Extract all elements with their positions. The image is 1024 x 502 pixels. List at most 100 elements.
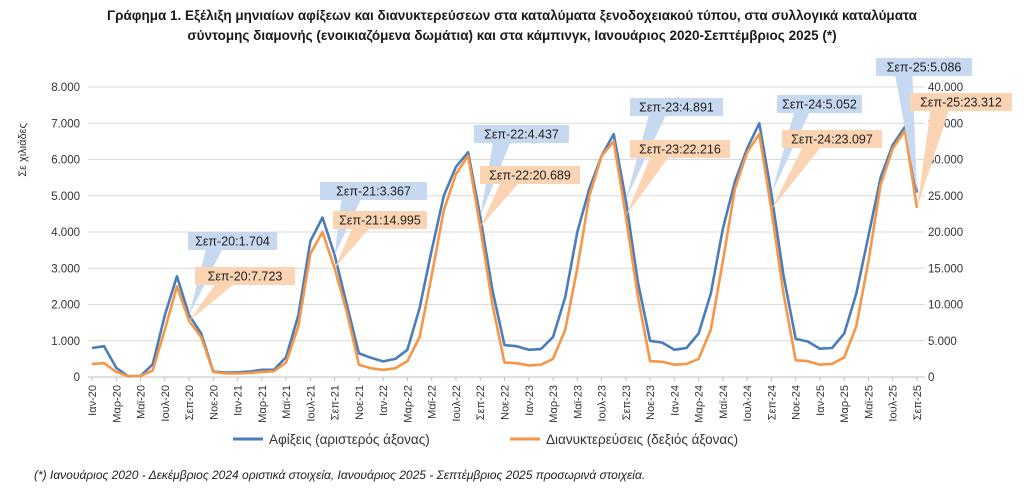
callout-label: Σεπ-25:23.312 [920,96,1002,110]
x-tick-label: Νοε-22 [500,385,512,420]
callout-box [782,130,882,148]
callout-label: Σεπ-21:14.995 [339,214,421,228]
x-tick-label: Μαϊ-20 [136,385,148,419]
x-tick-label: Μαρ-21 [257,385,269,423]
callout-box [630,98,723,116]
annotation-callout: Σεπ-24:5.052 [771,95,862,194]
x-tick-label: Σεπ-20 [184,385,196,420]
x-tick-label: Ιαν-20 [87,385,99,416]
series-lines [91,122,919,378]
callout-label: Σεπ-20:1.704 [195,235,270,249]
x-tick-label: Σεπ-22 [475,385,487,420]
callout-box [777,95,862,113]
footnote: (*) Ιανουάριος 2020 - Δεκέμβριος 2024 ορ… [34,468,646,482]
callout-box [195,267,295,285]
x-tick-label: Σεπ-24 [766,385,778,420]
x-tick-label: Ιαν-22 [378,385,390,416]
x-tick-label: Μαϊ-22 [427,385,439,419]
callout-box [876,58,972,76]
callout-pointer [480,184,518,228]
left-tick-label: 1.000 [51,336,80,348]
x-tick-label: Ιουλ-24 [742,385,754,422]
x-tick-label: Μαϊ-23 [572,385,584,419]
callout-pointer [771,113,810,194]
x-tick-label: Σεπ-23 [621,385,633,420]
right-tick-label: 5.000 [928,336,957,348]
callout-pointer [625,158,668,216]
annotation-callout: Σεπ-21:14.995 [333,211,427,269]
annotation-callout: Σεπ-23:22.216 [625,140,730,216]
callout-box [188,232,277,250]
callout-label: Σεπ-21:3.367 [336,185,411,199]
right-tick-label: 0 [928,372,934,384]
chart-title-line2: σύντομης διαμονής (ενοικιαζόμενα δωμάτια… [187,28,837,43]
left-tick-label: 6.000 [51,155,80,167]
callout-label: Σεπ-20:7.723 [208,270,283,284]
callout-box [474,125,569,143]
x-axis-ticks: Ιαν-20 Μαρ-20 Μαϊ-20 Ιουλ-20 Σεπ-20 Νοε-20 Ιαν… [87,385,924,423]
callout-label: Σεπ-22:4.437 [484,128,559,142]
callout-pointer [189,285,233,322]
annotation-callout: Σεπ-22:4.437 [474,125,569,217]
x-tick-label: Ιαν-25 [815,385,827,416]
x-tick-label: Ιουλ-20 [160,385,172,422]
right-axis-ticks: 05.00010.00015.00020.00025.00030.00035.0… [928,82,963,384]
x-tick-label: Μαϊ-25 [863,385,875,419]
x-tick-label: Μαρ-25 [839,385,851,423]
callout-pointer [917,111,949,208]
x-tick-label: Νοε-24 [791,385,803,420]
x-tick-label: Μαϊ-21 [281,385,293,419]
annotation-callout: Σεπ-22:20.689 [480,166,580,228]
callout-box [320,182,427,200]
legend: Αφίξεις (αριστερός άξονας) Διανυκτερεύσε… [233,432,738,447]
callout-box [910,93,1012,111]
annotation-callout: Σεπ-25:23.312 [910,93,1012,208]
left-tick-label: 8.000 [51,82,80,94]
right-tick-label: 30.000 [928,155,963,167]
annotation-callout: Σεπ-24:23.097 [771,130,882,210]
annotation-callout: Σεπ-20:7.723 [189,267,295,322]
callout-label: Σεπ-24:5.052 [782,98,857,112]
left-tick-label: 0 [74,372,80,384]
x-tick-label: Νοε-23 [645,385,657,420]
x-tick-label: Μαϊ-24 [718,385,730,419]
legend-label-overnights: Διανυκτερεύσεις (δεξιός άξονας) [546,432,738,447]
left-tick-label: 5.000 [51,191,80,203]
callout-pointer [771,148,820,210]
callout-label: Σεπ-23:22.216 [639,143,721,157]
x-tick-label: Μαρ-22 [402,385,414,423]
x-tick-label: Νοε-20 [208,385,220,420]
right-tick-label: 25.000 [928,191,963,203]
chart-title-line1: Γράφημα 1. Εξέλιξη μηνιαίων αφίξεων και … [107,8,917,23]
x-tick-label: Σεπ-25 [912,385,924,420]
right-tick-label: 20.000 [928,227,963,239]
callout-label: Σεπ-25:5.086 [887,61,962,75]
callout-pointer [334,229,369,269]
callout-label: Σεπ-22:20.689 [489,169,571,183]
callout-box [630,140,730,158]
left-tick-label: 7.000 [51,118,80,130]
right-tick-label: 40.000 [928,82,963,94]
x-tick-label: Σεπ-21 [330,385,342,420]
callout-label: Σεπ-24:23.097 [791,133,873,147]
y-axis-title: Σε χιλιάδες [17,123,29,177]
x-tick-label: Νοε-21 [354,385,366,420]
legend-label-arrivals: Αφίξεις (αριστερός άξονας) [269,432,430,447]
x-tick-label: Ιουλ-21 [305,385,317,422]
x-tick-label: Ιουλ-22 [451,385,463,422]
x-tick-label: Ιαν-23 [524,385,536,416]
callout-label: Σεπ-23:4.891 [639,101,714,115]
left-tick-label: 2.000 [51,300,80,312]
x-tick-label: Ιουλ-23 [597,385,609,422]
chart-title: Γράφημα 1. Εξέλιξη μηνιαίων αφίξεων και … [0,6,1024,46]
x-tick-label: Μαρ-20 [111,385,123,423]
x-tick-label: Ιουλ-25 [888,385,900,422]
x-tick-label: Ιαν-21 [233,385,245,416]
callout-box [333,211,427,229]
left-tick-label: 4.000 [51,227,80,239]
annotations: Σεπ-20:1.704 Σεπ-20:7.723 Σεπ-21:3.367 Σεπ-… [188,58,1012,322]
x-tick-label: Μαρ-23 [548,385,560,423]
right-tick-label: 10.000 [928,300,963,312]
left-axis-ticks: 0 1.000 2.000 3.000 4.000 5.000 6.000 7.000 8.00… [51,82,80,384]
